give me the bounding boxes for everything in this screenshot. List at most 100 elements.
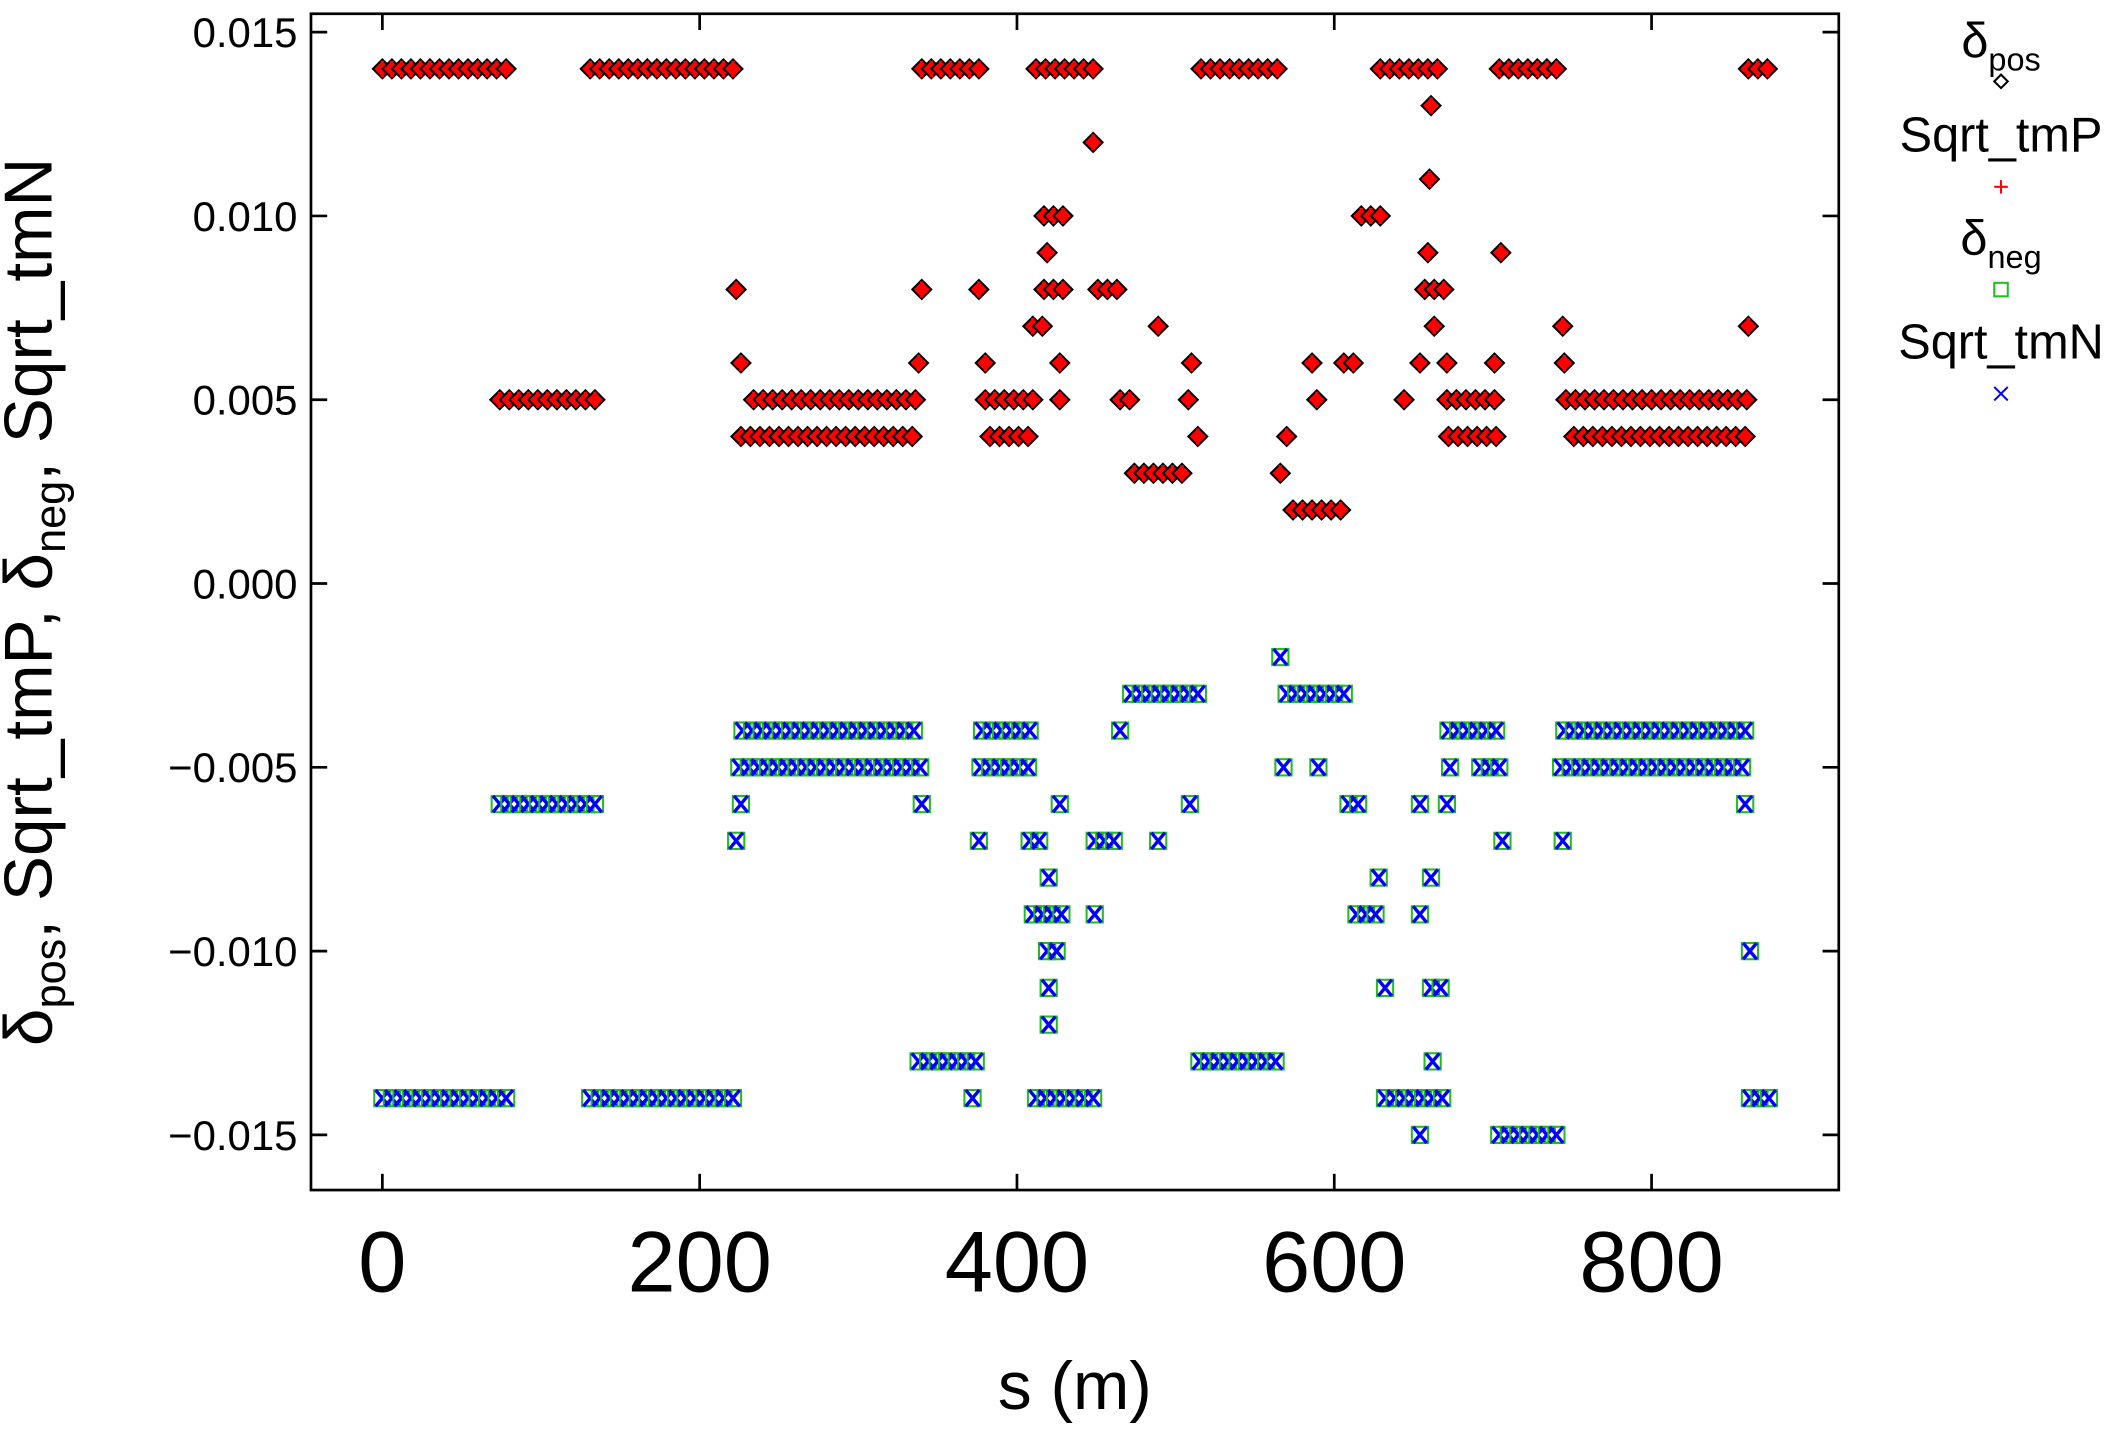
sqrt-tmn-point bbox=[1350, 794, 1367, 814]
delta-neg-point bbox=[1369, 868, 1388, 887]
sqrt-tmp-point bbox=[1184, 354, 1199, 372]
delta-neg-point bbox=[1375, 978, 1395, 997]
delta-neg-point bbox=[1334, 684, 1353, 703]
sqrt-tmp-point bbox=[1413, 354, 1427, 372]
x-axis-label: s (m) bbox=[998, 1349, 1152, 1424]
delta-neg-point bbox=[1410, 794, 1430, 814]
x-tick-label: 600 bbox=[1262, 1214, 1406, 1310]
sqrt-tmn-point bbox=[1085, 1088, 1102, 1108]
sqrt-tmp-point bbox=[1175, 465, 1189, 482]
sqrt-tmn-point bbox=[1040, 978, 1057, 998]
sqrt-tmp-point bbox=[1549, 60, 1564, 78]
sqrt-tmn-point bbox=[1411, 1125, 1428, 1145]
sqrt-tmn-point bbox=[1737, 794, 1754, 814]
sqrt-tmn-point bbox=[1491, 758, 1508, 777]
sqrt-tmp-point bbox=[905, 428, 920, 445]
sqrt-tmn-point bbox=[1370, 868, 1387, 887]
legend-label: δneg bbox=[1960, 211, 2041, 275]
delta-neg-point bbox=[966, 1052, 985, 1071]
sqrt-tmp-point bbox=[499, 60, 513, 78]
sqrt-tmp-point bbox=[908, 391, 923, 408]
sqrt-tmp-point bbox=[1440, 354, 1454, 372]
legend: δpos Sqrt_tmP δneg Sqrt_tmN bbox=[1898, 14, 2104, 402]
delta-neg-point bbox=[1410, 1125, 1430, 1145]
sqrt-tmn-point bbox=[1020, 758, 1037, 777]
sqrt-tmp-point bbox=[726, 60, 740, 78]
delta-neg-point bbox=[1547, 1125, 1566, 1145]
sqrt-tmp-point bbox=[1053, 354, 1067, 372]
sqrt-tmp-point bbox=[1191, 428, 1205, 445]
delta-neg-point bbox=[1421, 868, 1441, 887]
sqrt-tmp-point bbox=[1741, 318, 1756, 335]
delta-neg-point bbox=[1423, 1052, 1442, 1071]
sqrt-tmp-point bbox=[1086, 60, 1100, 78]
legend-square-icon bbox=[1993, 281, 2009, 298]
delta-neg-point bbox=[1020, 721, 1039, 740]
sqrt-tmn-point bbox=[732, 794, 749, 814]
x-tick-label: 200 bbox=[627, 1214, 771, 1310]
delta-neg-point bbox=[1431, 978, 1450, 997]
y-tick-label: −0.015 bbox=[168, 1112, 297, 1159]
delta-neg-point bbox=[1440, 758, 1460, 777]
y-tick-label: −0.010 bbox=[168, 928, 297, 975]
y-axis-label: δpos, Sqrt_tmP, δneg, Sqrt_tmN bbox=[0, 158, 75, 1046]
sqrt-tmn-point bbox=[1040, 1015, 1057, 1034]
delta-neg-point bbox=[1018, 758, 1038, 777]
delta-neg-point bbox=[727, 831, 746, 850]
sqrt-tmp-point bbox=[972, 60, 986, 78]
sqrt-tmn-point bbox=[724, 1088, 742, 1108]
y-tick-label: 0.015 bbox=[193, 9, 298, 56]
delta-neg-point bbox=[1039, 978, 1058, 997]
sqrt-tmn-point bbox=[1048, 941, 1065, 961]
sqrt-tmn-point bbox=[1086, 905, 1103, 924]
sqrt-tmn-point bbox=[964, 1088, 981, 1108]
sqrt-tmp-point bbox=[1021, 428, 1035, 445]
y-tick-label: 0.000 bbox=[193, 560, 298, 607]
sqrt-tmn-point bbox=[1422, 868, 1440, 887]
sqrt-tmp-point bbox=[1026, 391, 1040, 408]
sqrt-tmn-point bbox=[1053, 905, 1070, 924]
sqrt-tmn-point bbox=[1150, 831, 1167, 851]
delta-neg-point bbox=[1030, 831, 1049, 850]
delta-neg-point bbox=[1410, 905, 1430, 924]
delta-neg-point bbox=[1490, 758, 1509, 777]
sqrt-tmp-point bbox=[1436, 281, 1451, 298]
delta-neg-point bbox=[723, 1089, 743, 1108]
delta-neg-point bbox=[1110, 721, 1130, 740]
legend-diamond-icon bbox=[1992, 73, 2010, 90]
delta-neg-point bbox=[1309, 758, 1328, 777]
sqrt-tmp-point bbox=[1739, 391, 1754, 408]
sqrt-tmp-point bbox=[1373, 207, 1388, 225]
delta-neg-point bbox=[1736, 721, 1755, 740]
sqrt-tmn-point bbox=[1105, 831, 1122, 851]
legend-label: Sqrt_tmN bbox=[1898, 316, 2103, 370]
sqrt-tmn-point bbox=[1181, 794, 1198, 814]
sqrt-tmn-point bbox=[1275, 758, 1292, 777]
x-tick-label: 0 bbox=[358, 1214, 406, 1310]
sqrt-tmp-point bbox=[729, 281, 743, 298]
delta-neg-point bbox=[1433, 1089, 1452, 1108]
y-tick-label: 0.005 bbox=[193, 377, 298, 424]
delta-neg-point bbox=[1736, 794, 1755, 814]
delta-neg-point bbox=[1052, 905, 1071, 924]
delta-neg-point bbox=[1732, 758, 1752, 777]
sqrt-tmp-point bbox=[972, 281, 986, 298]
legend-label: Sqrt_tmP bbox=[1900, 109, 2103, 163]
sqrt-tmp-point bbox=[1333, 501, 1348, 519]
sqrt-tmn-point bbox=[1741, 941, 1758, 961]
plot-frame bbox=[309, 12, 1841, 1192]
delta-neg-point bbox=[1437, 794, 1457, 814]
sqrt-tmp-point bbox=[978, 354, 992, 372]
legend-label: δpos bbox=[1961, 14, 2040, 78]
delta-neg-point bbox=[1083, 1089, 1103, 1108]
delta-neg-point bbox=[1553, 831, 1572, 850]
delta-neg-point bbox=[1039, 868, 1058, 887]
sqrt-tmn-point bbox=[1411, 794, 1428, 814]
sqrt-tmn-point bbox=[1267, 1052, 1284, 1071]
sqrt-tmp-point bbox=[1110, 281, 1124, 298]
sqrt-tmn-point bbox=[586, 794, 604, 814]
sqrt-tmn-point bbox=[1760, 1088, 1778, 1108]
legend-x-icon bbox=[1993, 386, 2009, 402]
sqrt-tmp-point bbox=[588, 391, 602, 408]
